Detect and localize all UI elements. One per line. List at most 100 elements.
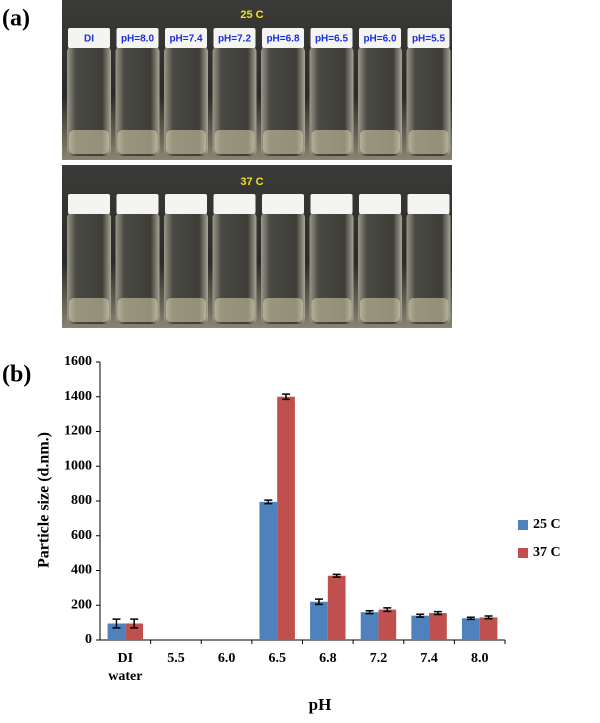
vial-label: pH=7.4 [169, 34, 203, 45]
vial [261, 212, 305, 324]
vial-liquid [408, 298, 449, 322]
error-bar [383, 607, 392, 613]
error-bar [484, 615, 493, 620]
vial [212, 46, 257, 156]
vial-liquid [408, 130, 449, 154]
vial-label: pH=5.5 [412, 34, 446, 45]
vial [164, 46, 208, 156]
vial [212, 212, 257, 324]
legend-label: 25 C [533, 517, 561, 532]
vial-cap [407, 194, 450, 214]
vial-liquid [311, 130, 352, 154]
vial [358, 212, 402, 324]
error-bar [314, 598, 323, 606]
x-tick-label: 8.0 [470, 651, 489, 666]
vial [358, 46, 402, 156]
vial-cap [310, 28, 353, 48]
vial-cap [165, 28, 207, 48]
vial-liquid [263, 130, 303, 154]
legend-swatch [518, 548, 528, 558]
vial-label: DI [84, 34, 94, 45]
bar [461, 618, 480, 640]
vial [115, 46, 160, 156]
x-tick-label: 6.0 [217, 651, 236, 666]
bar [327, 575, 346, 640]
vial-liquid [360, 130, 400, 154]
vial-label: pH=6.0 [363, 34, 397, 45]
vial-cap [68, 194, 110, 214]
vial-label: pH=8.0 [121, 34, 155, 45]
vial [67, 212, 111, 324]
y-tick-label: 1400 [64, 389, 92, 404]
vial-liquid [69, 298, 109, 322]
y-tick-label: 600 [71, 528, 92, 543]
bar [378, 609, 397, 640]
y-tick-label: 1200 [64, 424, 92, 439]
vial-liquid [69, 130, 109, 154]
vial-liquid [117, 130, 158, 154]
vial [309, 46, 354, 156]
error-bar [416, 613, 425, 618]
vial-liquid [117, 298, 158, 322]
vial-cap [262, 28, 304, 48]
vial [406, 46, 451, 156]
y-tick-label: 800 [71, 493, 92, 508]
vial [261, 46, 305, 156]
x-tick-label: 7.4 [420, 651, 438, 666]
bar [277, 396, 295, 640]
vial-cap [407, 28, 450, 48]
bar [411, 615, 430, 640]
vial-cap [213, 194, 256, 214]
y-axis-title: Particle size (d.nm.) [36, 432, 53, 568]
vial-liquid [214, 130, 255, 154]
error-bar [130, 618, 139, 629]
bar [310, 601, 328, 640]
vial-cap [213, 28, 256, 48]
photo-title: 25 C [240, 9, 263, 21]
y-tick-label: 1000 [64, 458, 92, 473]
error-bar [433, 610, 442, 616]
y-tick-label: 200 [71, 597, 92, 612]
vial-liquid [311, 298, 352, 322]
y-tick-label: 400 [71, 563, 92, 578]
y-tick-label: 0 [85, 632, 92, 647]
error-bar [112, 618, 121, 629]
vial [164, 212, 208, 324]
panel-label: (b) [2, 362, 31, 388]
vial-cap [262, 194, 304, 214]
vial [67, 46, 111, 156]
error-bar [365, 610, 374, 615]
bar [360, 612, 379, 640]
vial-cap [116, 28, 159, 48]
x-tick-label: 7.2 [369, 651, 388, 666]
x-axis-title: pH [309, 695, 332, 714]
panel-label: (a) [2, 6, 30, 32]
vial [406, 212, 451, 324]
vial-liquid [263, 298, 303, 322]
legend-label: 37 C [533, 545, 561, 560]
bar [479, 617, 498, 640]
vial-liquid [166, 130, 206, 154]
vial-liquid [166, 298, 206, 322]
vial-liquid [214, 298, 255, 322]
vial-cap [68, 28, 110, 48]
x-tick-label: 5.5 [167, 651, 185, 666]
vial-cap [359, 194, 401, 214]
x-tick-label: 6.5 [268, 651, 286, 666]
vial-label: pH=6.8 [266, 34, 300, 45]
bar [125, 623, 144, 640]
bar [259, 501, 278, 640]
error-bar [466, 616, 475, 621]
bar [107, 623, 126, 640]
vial-cap [116, 194, 159, 214]
vial-label: pH=7.2 [218, 34, 252, 45]
legend-swatch [518, 520, 528, 530]
vial-cap [359, 28, 401, 48]
photo-title: 37 C [240, 176, 263, 188]
vial-cap [165, 194, 207, 214]
vial-cap [310, 194, 353, 214]
x-tick-label: 6.8 [319, 651, 337, 666]
bar [429, 613, 447, 640]
error-bar [282, 393, 291, 401]
